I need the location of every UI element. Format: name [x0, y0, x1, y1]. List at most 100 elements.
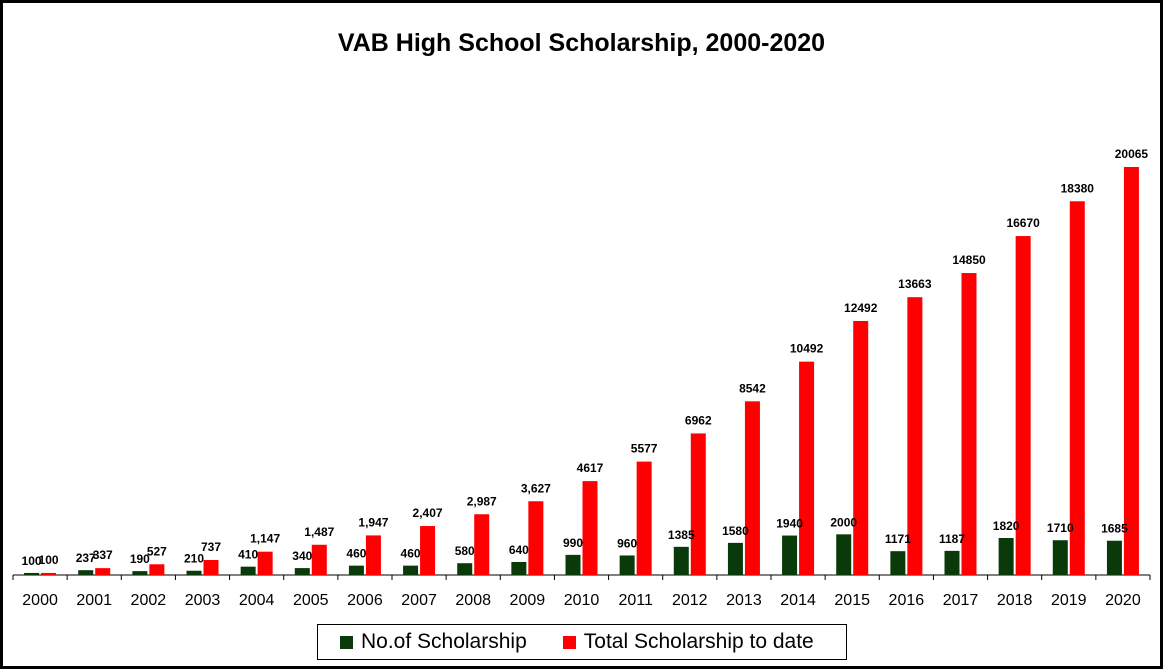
bar-total-scholarship — [311, 544, 327, 575]
bar-total-scholarship — [1123, 167, 1139, 576]
bar-total-scholarship — [257, 551, 273, 575]
data-label-total-scholarship: 737 — [201, 540, 221, 554]
legend-label: No.of Scholarship — [361, 630, 527, 653]
data-label-total-scholarship: 6962 — [685, 413, 712, 427]
bar-no-of-scholarship — [240, 566, 256, 575]
data-label-no-of-scholarship: 990 — [563, 536, 583, 550]
bar-total-scholarship — [420, 526, 436, 575]
x-tick-label: 2008 — [455, 592, 491, 609]
bar-total-scholarship — [149, 564, 165, 575]
data-label-total-scholarship: 2,987 — [467, 494, 497, 508]
x-tick-label: 2000 — [22, 592, 58, 609]
x-tick-label: 2010 — [564, 592, 600, 609]
bar-total-scholarship — [203, 560, 219, 575]
x-tick-label: 2003 — [185, 592, 221, 609]
data-label-total-scholarship: 13663 — [898, 277, 932, 291]
x-tick-label: 2019 — [1051, 592, 1087, 609]
data-label-total-scholarship: 100 — [39, 553, 59, 567]
data-label-no-of-scholarship: 1710 — [1047, 521, 1074, 535]
legend-swatch-red — [562, 635, 576, 649]
x-tick-label: 2011 — [618, 592, 653, 609]
data-label-total-scholarship: 12492 — [844, 301, 878, 315]
x-tick-label: 2004 — [239, 592, 275, 609]
bar-total-scholarship — [961, 273, 977, 575]
data-label-total-scholarship: 2,407 — [413, 506, 443, 520]
bar-no-of-scholarship — [457, 563, 473, 575]
x-tick-label: 2014 — [780, 592, 816, 609]
x-tick-label: 2006 — [347, 592, 383, 609]
data-label-no-of-scholarship: 237 — [76, 551, 96, 565]
bar-no-of-scholarship — [998, 537, 1014, 575]
bar-total-scholarship — [907, 297, 923, 575]
bar-total-scholarship — [528, 501, 544, 575]
data-label-no-of-scholarship: 580 — [455, 544, 475, 558]
legend-item-no-of-scholarship: No.of Scholarship — [340, 630, 527, 654]
bar-total-scholarship — [582, 481, 598, 575]
data-label-no-of-scholarship: 210 — [184, 552, 204, 566]
data-label-total-scholarship: 18380 — [1061, 181, 1095, 195]
bar-no-of-scholarship — [78, 570, 94, 575]
bar-total-scholarship — [799, 361, 815, 575]
data-label-no-of-scholarship: 1685 — [1101, 522, 1128, 536]
x-tick-label: 2016 — [889, 592, 925, 609]
bar-no-of-scholarship — [132, 571, 148, 575]
data-label-total-scholarship: 16670 — [1006, 216, 1040, 230]
x-tick-label: 2017 — [943, 592, 979, 609]
bar-no-of-scholarship — [186, 570, 202, 575]
bar-no-of-scholarship — [619, 555, 635, 575]
data-label-no-of-scholarship: 1187 — [939, 532, 965, 546]
x-tick-label: 2013 — [726, 592, 762, 609]
bar-no-of-scholarship — [294, 568, 310, 575]
data-label-total-scholarship: 527 — [147, 544, 167, 558]
x-tick-label: 2002 — [131, 592, 167, 609]
data-label-no-of-scholarship: 1940 — [776, 517, 803, 531]
bar-total-scholarship — [95, 568, 111, 575]
bar-no-of-scholarship — [944, 550, 960, 575]
x-tick-label: 2018 — [997, 592, 1033, 609]
bar-no-of-scholarship — [890, 551, 906, 575]
x-tick-label: 2007 — [401, 592, 437, 609]
data-label-no-of-scholarship: 100 — [22, 554, 42, 568]
bar-no-of-scholarship — [565, 554, 581, 575]
chart-title: VAB High School Scholarship, 2000-2020 — [337, 29, 826, 57]
data-label-total-scholarship: 1,487 — [304, 525, 334, 539]
data-label-total-scholarship: 1,147 — [250, 532, 280, 546]
legend-item-total-scholarship: Total Scholarship to date — [562, 630, 814, 654]
legend: No.of Scholarship Total Scholarship to d… — [317, 624, 847, 660]
bar-total-scholarship — [1015, 236, 1031, 575]
bar-no-of-scholarship — [1052, 540, 1068, 575]
bar-total-scholarship — [1069, 201, 1085, 576]
x-tick-label: 2005 — [293, 592, 329, 609]
data-label-no-of-scholarship: 960 — [617, 536, 637, 550]
bar-no-of-scholarship — [348, 565, 364, 575]
data-label-total-scholarship: 1,947 — [358, 515, 388, 529]
bar-total-scholarship — [365, 535, 381, 575]
bar-no-of-scholarship — [782, 535, 798, 575]
data-label-total-scholarship: 5577 — [631, 442, 658, 456]
data-label-total-scholarship: 14850 — [952, 253, 986, 267]
legend-swatch-green — [340, 635, 353, 649]
data-label-no-of-scholarship: 410 — [238, 548, 258, 562]
data-label-no-of-scholarship: 1580 — [722, 524, 749, 538]
bar-total-scholarship — [41, 572, 57, 575]
data-label-no-of-scholarship: 640 — [509, 543, 529, 557]
data-label-no-of-scholarship: 190 — [130, 552, 150, 566]
bar-total-scholarship — [853, 320, 869, 575]
data-label-no-of-scholarship: 460 — [401, 547, 421, 561]
legend-label: Total Scholarship to date — [583, 630, 814, 653]
data-label-no-of-scholarship: 1171 — [885, 532, 911, 546]
data-label-no-of-scholarship: 1820 — [993, 519, 1020, 533]
bar-no-of-scholarship — [24, 572, 40, 575]
bar-no-of-scholarship — [1106, 540, 1122, 575]
bar-total-scholarship — [690, 433, 706, 575]
data-label-total-scholarship: 3,627 — [521, 481, 551, 495]
data-label-total-scholarship: 337 — [93, 548, 113, 562]
data-label-no-of-scholarship: 2000 — [830, 515, 857, 529]
bar-no-of-scholarship — [403, 565, 419, 575]
data-label-no-of-scholarship: 340 — [292, 549, 312, 563]
x-tick-label: 2015 — [834, 592, 870, 609]
data-label-no-of-scholarship: 460 — [346, 547, 366, 561]
x-tick-label: 2001 — [76, 592, 112, 609]
bar-no-of-scholarship — [727, 542, 743, 575]
